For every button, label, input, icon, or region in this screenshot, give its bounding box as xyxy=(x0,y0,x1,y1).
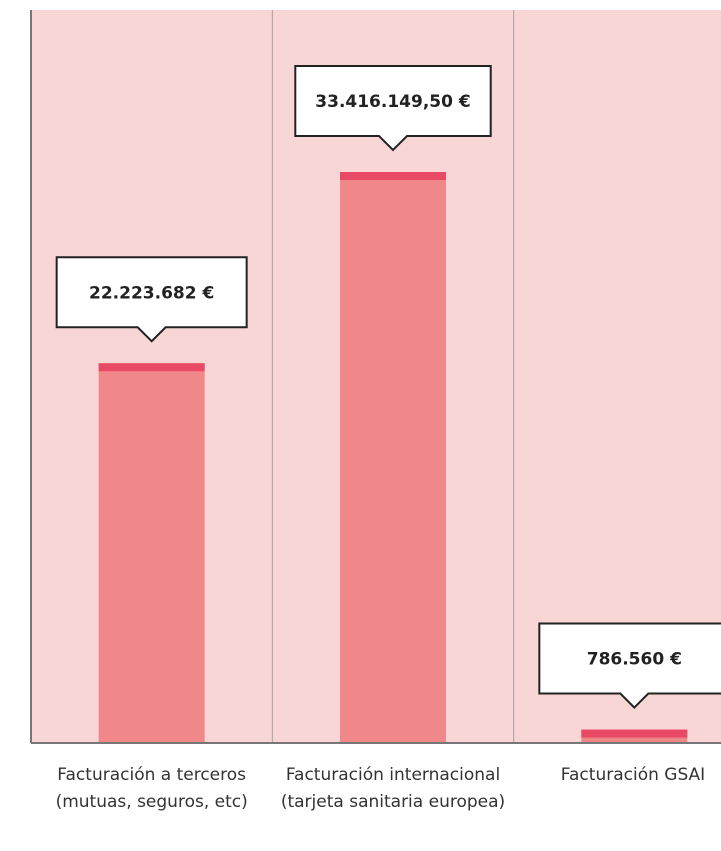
bar xyxy=(340,172,446,743)
value-label: 22.223.682 € xyxy=(89,283,214,303)
value-callout: 33.416.149,50 € xyxy=(294,65,492,152)
bar-cap xyxy=(98,363,205,372)
value-label: 786.560 € xyxy=(587,650,682,670)
x-tick-label: Facturación a terceros (mutuas, seguros,… xyxy=(55,765,248,812)
value-label: 33.416.149,50 € xyxy=(315,92,470,112)
x-tick-label: Facturación GSAI xyxy=(560,765,706,785)
bar-cap xyxy=(581,729,688,738)
callout-box xyxy=(55,256,248,343)
value-callout: 22.223.682 € xyxy=(55,256,248,343)
x-tick-label: Facturación internacional (tarjeta sanit… xyxy=(280,765,506,812)
bar xyxy=(98,363,205,743)
callout-box xyxy=(538,622,721,709)
bar-cap xyxy=(340,172,446,180)
callout-box xyxy=(294,65,492,152)
value-callout: 786.560 € xyxy=(538,622,721,709)
